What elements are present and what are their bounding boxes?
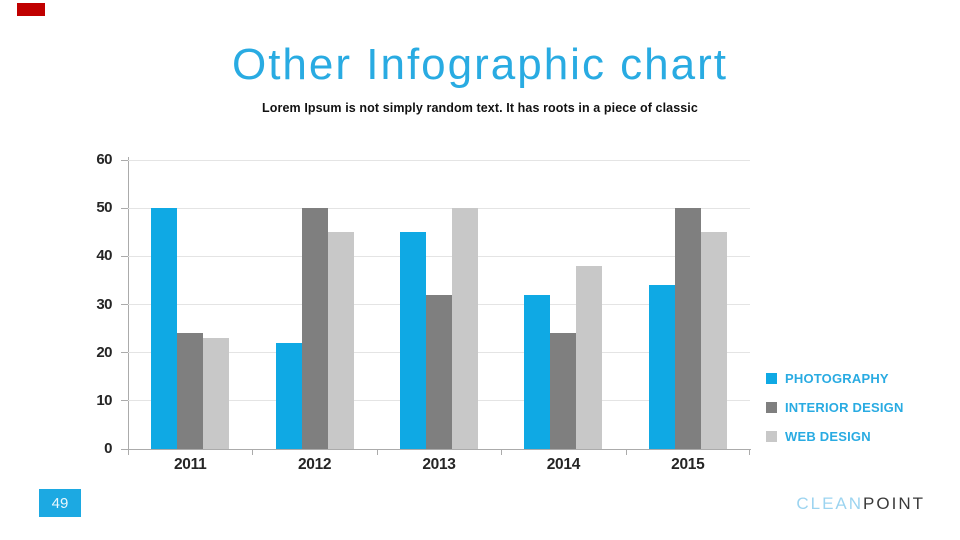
bar-photography-2014: [524, 294, 551, 449]
legend-item-photography: PHOTOGRAPHY: [766, 371, 904, 386]
x-axis-line: [122, 449, 751, 450]
page-number: 49: [51, 494, 69, 512]
legend-item-interior-design: INTERIOR DESIGN: [766, 400, 904, 415]
y-tick-60: [121, 159, 128, 161]
bar-interior-design-2012: [301, 208, 328, 449]
x-tick-2: [376, 449, 378, 455]
bar-interior-design-2013: [426, 294, 452, 449]
bar-web-design-2013: [452, 208, 478, 449]
x-axis-label-2012: 2012: [297, 456, 332, 473]
bar-interior-design-2014: [550, 333, 577, 449]
brand-logo: CLEANPOINT: [796, 494, 925, 514]
bar-interior-design-2015: [674, 208, 701, 449]
y-axis-label-30: 30: [96, 295, 112, 313]
x-axis-label-2015: 2015: [671, 456, 705, 473]
y-tick-10: [121, 400, 128, 402]
bar-interior-design-2011: [177, 333, 204, 449]
gridline-60: [128, 159, 750, 161]
legend-swatch: [766, 373, 777, 384]
legend-item-web-design: WEB DESIGN: [766, 429, 904, 444]
gridline-50: [128, 207, 750, 209]
slide-subtitle: Lorem Ipsum is not simply random text. I…: [262, 101, 698, 115]
bar-web-design-2011: [203, 338, 230, 449]
y-axis-label-40: 40: [96, 247, 112, 265]
legend-label: PHOTOGRAPHY: [785, 371, 889, 386]
y-axis-label-60: 60: [96, 151, 112, 168]
y-tick-50: [121, 207, 128, 209]
x-tick-4: [625, 449, 627, 455]
accent-marker: [17, 3, 45, 16]
y-axis-line: [128, 157, 129, 449]
chart-plot-area: [121, 159, 750, 455]
bar-web-design-2015: [700, 232, 727, 449]
x-axis-label-2014: 2014: [546, 456, 581, 473]
y-axis-label-20: 20: [96, 343, 112, 361]
y-axis-label-50: 50: [96, 199, 112, 217]
y-axis-label-10: 10: [96, 391, 112, 409]
x-tick-0: [128, 449, 129, 455]
brand-logo-clean: CLEAN: [796, 494, 864, 513]
legend-swatch: [766, 402, 777, 413]
bar-photography-2011: [151, 208, 178, 449]
bar-web-design-2014: [576, 265, 603, 449]
x-axis-labels: 2011 2012 2013 2014 2015: [128, 456, 750, 478]
bar-photography-2015: [648, 285, 675, 449]
bar-web-design-2012: [327, 232, 354, 449]
x-axis-label-2013: 2013: [422, 456, 456, 473]
y-tick-0: [121, 448, 128, 450]
y-axis-label-0: 0: [104, 440, 112, 457]
bar-photography-2012: [275, 343, 302, 449]
y-tick-30: [121, 304, 128, 305]
x-tick-5: [749, 449, 750, 455]
x-axis-label-2011: 2011: [173, 456, 207, 473]
brand-logo-point: POINT: [863, 494, 925, 513]
y-axis-labels: 0 10 20 30 40 50 60: [60, 151, 112, 457]
page-number-badge: 49: [39, 489, 81, 517]
y-tick-20: [121, 352, 128, 354]
y-tick-40: [121, 255, 128, 257]
legend-swatch: [766, 431, 777, 442]
x-tick-1: [252, 449, 254, 455]
x-tick-3: [501, 449, 503, 455]
bar-photography-2013: [400, 232, 426, 449]
legend-label: WEB DESIGN: [785, 429, 871, 444]
gridline-40: [128, 255, 750, 257]
chart-legend: PHOTOGRAPHY INTERIOR DESIGN WEB DESIGN: [766, 371, 904, 459]
legend-label: INTERIOR DESIGN: [785, 400, 904, 415]
slide-title: Other Infographic chart: [231, 40, 728, 89]
